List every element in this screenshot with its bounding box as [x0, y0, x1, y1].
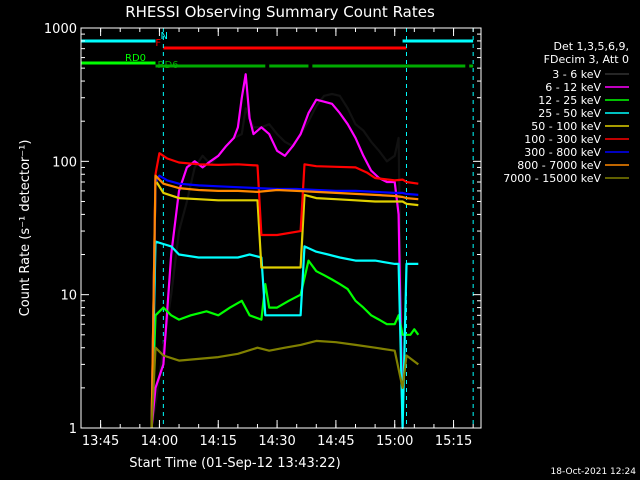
series-line-8	[150, 339, 419, 429]
series-line-7	[150, 174, 419, 429]
legend-entry-label: 800 - 7000 keV	[517, 159, 601, 172]
x-tick-label: 14:00	[141, 434, 178, 449]
legend-entry-label: 7000 - 15000 keV	[503, 172, 601, 185]
series-layer	[150, 73, 420, 430]
flag-label-f: F	[155, 38, 161, 49]
legend-entry-label: 6 - 12 keV	[545, 81, 601, 94]
x-tick-label: 14:15	[200, 434, 237, 449]
chart-title: RHESSI Observing Summary Count Rates	[125, 3, 435, 21]
legend-entry-label: 100 - 300 keV	[524, 133, 601, 146]
generated-timestamp: 18-Oct-2021 12:24	[551, 467, 637, 477]
legend-entry-label: 300 - 800 keV	[524, 146, 601, 159]
legend-header-line: FDecim 3, Att 0	[544, 53, 629, 66]
legend-entry-label: 50 - 100 keV	[531, 120, 601, 133]
x-tick-label: 14:30	[258, 434, 295, 449]
flag-label-rd6: RD6	[158, 60, 179, 71]
legend-header-line: Det 1,3,5,6,9,	[553, 40, 629, 53]
series-line-0	[150, 92, 404, 429]
y-tick-label: 1	[69, 422, 77, 437]
vlines-layer	[162, 28, 474, 428]
y-tick-label: 1000	[44, 22, 77, 37]
y-tick-label: 10	[60, 289, 77, 304]
x-axis-label: Start Time (01-Sep-12 13:43:22)	[129, 456, 340, 471]
plot-frame	[80, 27, 482, 429]
legend: Det 1,3,5,6,9,FDecim 3, Att 0 3 - 6 keV6 …	[503, 40, 629, 185]
x-tick-label: 14:45	[317, 434, 354, 449]
legend-entry-label: 12 - 25 keV	[538, 94, 601, 107]
y-tick-label: 100	[52, 155, 77, 170]
flag-label-n: N	[161, 31, 168, 42]
axis-layer: 13:45 14:00 14:15 14:30 14:45 15:00 15:15 1 10 10…	[44, 22, 481, 449]
series-line-1	[150, 73, 404, 429]
flag-label-rd0: RD0	[125, 53, 146, 64]
legend-entry-label: 25 - 50 keV	[538, 107, 601, 120]
series-line-3	[150, 240, 419, 430]
legend-entry-label: 3 - 6 keV	[552, 68, 601, 81]
x-tick-label: 13:45	[82, 434, 119, 449]
y-axis-label: Count Rate (s⁻¹ detector⁻¹)	[18, 140, 33, 317]
series-line-5	[150, 152, 419, 429]
series-line-4	[150, 179, 419, 429]
flags-layer: NF RD0 RD6	[81, 31, 474, 71]
series-line-2	[150, 259, 420, 429]
x-tick-label: 15:15	[435, 434, 472, 449]
x-tick-label: 15:00	[376, 434, 413, 449]
